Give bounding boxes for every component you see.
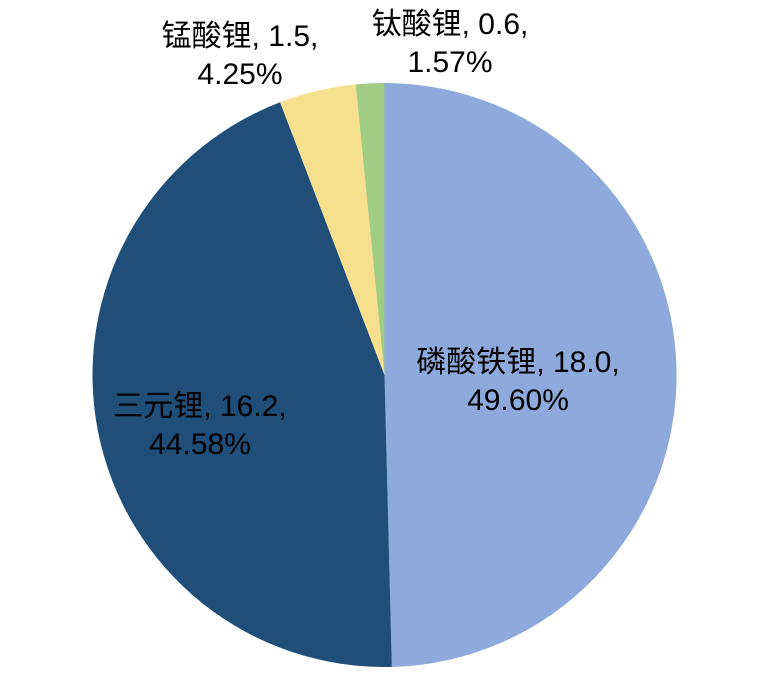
pie-slice-ternary: [92, 102, 392, 668]
label-lfp-line1: 磷酸铁锂, 18.0,: [416, 346, 620, 379]
label-lfp-line2: 49.60%: [467, 384, 569, 417]
pie-slice-lto: [355, 83, 385, 375]
pie-slice-lmo: [280, 84, 385, 376]
label-lto-line2: 1.57%: [407, 46, 493, 79]
label-ternary: 三元锂, 16.2, 44.58%: [113, 388, 286, 464]
label-ternary-line2: 44.58%: [149, 428, 251, 461]
label-lmo-line1: 锰酸锂, 1.5,: [161, 20, 319, 53]
label-lto-line1: 钛酸锂, 0.6,: [371, 8, 529, 41]
pie-slice-lfp: [384, 82, 677, 667]
label-lmo: 锰酸锂, 1.5, 4.25%: [162, 18, 319, 94]
label-ternary-line1: 三元锂, 16.2,: [113, 390, 287, 423]
label-lto: 钛酸锂, 0.6, 1.57%: [372, 6, 529, 82]
label-lfp: 磷酸铁锂, 18.0, 49.60%: [416, 344, 619, 420]
label-lmo-line2: 4.25%: [197, 58, 283, 91]
